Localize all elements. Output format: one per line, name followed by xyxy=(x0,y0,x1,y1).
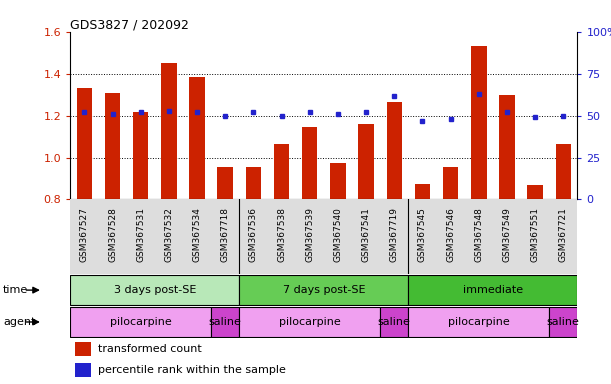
Bar xyxy=(240,307,380,337)
Text: GSM367541: GSM367541 xyxy=(362,207,371,262)
Bar xyxy=(218,167,233,199)
Bar xyxy=(527,185,543,199)
Bar xyxy=(471,46,486,199)
Bar xyxy=(211,307,240,337)
Bar xyxy=(274,144,290,199)
Bar xyxy=(387,102,402,199)
Text: saline: saline xyxy=(378,317,411,327)
Text: 3 days post-SE: 3 days post-SE xyxy=(114,285,196,295)
Text: GSM367718: GSM367718 xyxy=(221,207,230,262)
Text: GSM367527: GSM367527 xyxy=(80,207,89,262)
Text: GSM367721: GSM367721 xyxy=(559,207,568,262)
Bar xyxy=(246,167,261,199)
Text: GSM367540: GSM367540 xyxy=(334,207,342,262)
Bar xyxy=(189,77,205,199)
Bar xyxy=(408,307,549,337)
Text: GSM367532: GSM367532 xyxy=(164,207,174,262)
Bar xyxy=(240,275,408,305)
Text: GSM367548: GSM367548 xyxy=(474,207,483,262)
Bar xyxy=(408,275,577,305)
Text: GDS3827 / 202092: GDS3827 / 202092 xyxy=(70,18,189,31)
Text: time: time xyxy=(3,285,28,295)
Text: percentile rank within the sample: percentile rank within the sample xyxy=(98,365,286,375)
Bar xyxy=(75,363,90,377)
Bar xyxy=(302,127,318,199)
Text: transformed count: transformed count xyxy=(98,344,202,354)
Bar xyxy=(555,144,571,199)
Text: GSM367549: GSM367549 xyxy=(502,207,511,262)
Bar xyxy=(443,167,458,199)
Bar xyxy=(380,307,408,337)
Text: GSM367719: GSM367719 xyxy=(390,207,399,262)
Bar xyxy=(330,163,346,199)
Text: GSM367545: GSM367545 xyxy=(418,207,427,262)
Bar xyxy=(76,88,92,199)
Bar xyxy=(104,93,120,199)
Bar xyxy=(133,112,148,199)
Text: GSM367546: GSM367546 xyxy=(446,207,455,262)
Bar xyxy=(415,184,430,199)
Bar xyxy=(70,307,211,337)
Bar xyxy=(549,307,577,337)
Text: saline: saline xyxy=(209,317,242,327)
Text: pilocarpine: pilocarpine xyxy=(110,317,172,327)
Text: GSM367536: GSM367536 xyxy=(249,207,258,262)
Text: GSM367538: GSM367538 xyxy=(277,207,286,262)
Text: saline: saline xyxy=(547,317,580,327)
Text: 7 days post-SE: 7 days post-SE xyxy=(282,285,365,295)
Text: pilocarpine: pilocarpine xyxy=(448,317,510,327)
Text: GSM367551: GSM367551 xyxy=(530,207,540,262)
Bar xyxy=(358,124,374,199)
Text: GSM367528: GSM367528 xyxy=(108,207,117,262)
Text: immediate: immediate xyxy=(463,285,523,295)
Bar xyxy=(499,95,514,199)
Bar xyxy=(75,342,90,356)
Text: GSM367534: GSM367534 xyxy=(192,207,202,262)
Bar xyxy=(70,275,240,305)
Bar xyxy=(161,63,177,199)
Text: pilocarpine: pilocarpine xyxy=(279,317,340,327)
Text: GSM367539: GSM367539 xyxy=(306,207,314,262)
Text: GSM367531: GSM367531 xyxy=(136,207,145,262)
Text: agent: agent xyxy=(3,317,35,327)
